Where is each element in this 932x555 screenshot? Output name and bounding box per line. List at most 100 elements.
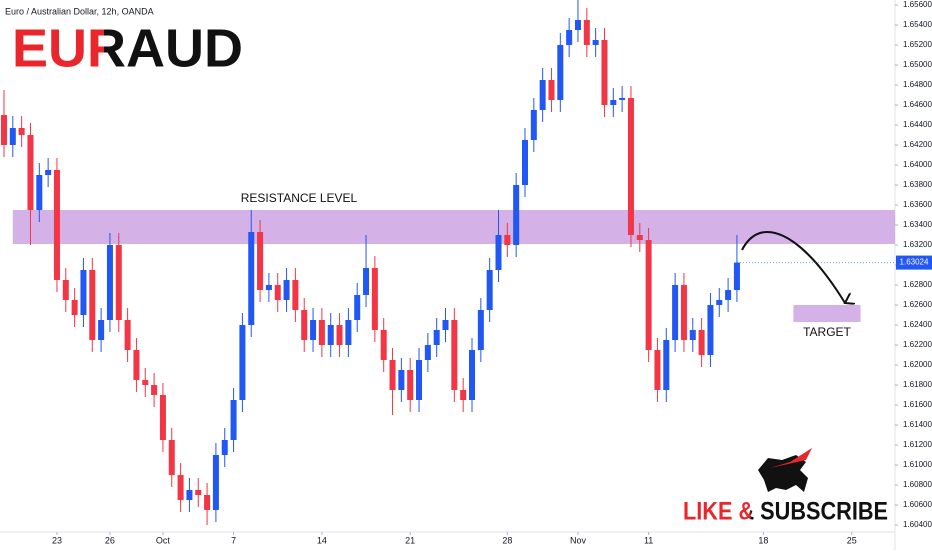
x-tick-label: 11 — [644, 535, 653, 545]
last-price-label: 1.63024 — [900, 258, 929, 267]
candle-body — [680, 285, 687, 340]
x-tick-label: 26 — [105, 535, 115, 545]
candle-body — [71, 300, 78, 315]
candle-body — [9, 128, 16, 145]
candle-body — [716, 300, 723, 305]
candle-body — [142, 380, 149, 385]
price-zone — [793, 305, 861, 322]
candle-body — [36, 175, 43, 210]
y-tick-label: 1.63200 — [903, 240, 932, 249]
candle-body — [363, 268, 370, 295]
candle-body — [469, 350, 476, 400]
y-tick-label: 1.61400 — [903, 420, 932, 429]
candle-body — [442, 320, 449, 330]
candle-body — [477, 310, 484, 350]
candle-body — [539, 80, 546, 110]
candle-body — [327, 325, 334, 345]
candle-body — [212, 455, 219, 510]
candle-body — [574, 20, 581, 30]
x-tick-label: 18 — [758, 535, 768, 545]
y-tick-label: 1.64000 — [903, 160, 932, 169]
candle-body — [301, 310, 308, 340]
y-tick-label: 1.60800 — [903, 480, 932, 489]
candle-body — [248, 232, 255, 325]
candle-body — [486, 270, 493, 310]
candle-body — [354, 295, 361, 320]
candle-body — [689, 330, 696, 340]
candle-body — [663, 340, 670, 390]
candle-body — [513, 185, 520, 245]
candle-body — [53, 170, 60, 280]
candle-body — [133, 350, 140, 380]
zone-label: TARGET — [803, 325, 851, 339]
chart-title: EURAUD — [12, 18, 243, 78]
x-tick-label: 14 — [317, 535, 327, 545]
candle-body — [195, 490, 202, 495]
candle-body — [654, 350, 661, 390]
price-zone — [12, 210, 896, 244]
candle-body — [460, 390, 467, 400]
y-tick-label: 1.63800 — [903, 180, 932, 189]
candle-body — [274, 285, 281, 300]
x-tick-label: Nov — [570, 535, 587, 545]
candle-body — [0, 115, 7, 145]
candle-body — [239, 325, 246, 400]
y-tick-label: 1.62800 — [903, 280, 932, 289]
candle-body — [345, 320, 352, 345]
candle-body — [548, 80, 555, 100]
candle-body — [45, 170, 52, 175]
x-tick-label: 23 — [52, 535, 62, 545]
candle-body — [645, 240, 652, 350]
candle-body — [433, 330, 440, 345]
candle-body — [89, 270, 96, 340]
y-tick-label: 1.61600 — [903, 400, 932, 409]
subscribe-banner: LIKE & SUBSCRIBE — [683, 498, 888, 526]
candle-body — [310, 320, 317, 340]
candle-body — [707, 305, 714, 355]
y-tick-label: 1.65400 — [903, 20, 932, 29]
x-tick-label: 7 — [231, 535, 236, 545]
candle-body — [416, 360, 423, 400]
candle-body — [530, 110, 537, 140]
candle-body — [336, 325, 343, 345]
candle-body — [698, 330, 705, 355]
candle-body — [283, 280, 290, 300]
candle-body — [265, 285, 272, 290]
candle-body — [566, 30, 573, 45]
candle-body — [115, 245, 122, 320]
candle-body — [124, 320, 131, 350]
candle-body — [583, 20, 590, 45]
candle-body — [106, 245, 113, 320]
candle-body — [151, 385, 158, 395]
candle-body — [672, 285, 679, 340]
y-tick-label: 1.62200 — [903, 340, 932, 349]
candle-body — [221, 440, 228, 455]
candle-body — [636, 235, 643, 240]
y-tick-label: 1.63400 — [903, 220, 932, 229]
candle-body — [159, 395, 166, 440]
candle-body — [292, 280, 299, 310]
candle-body — [177, 475, 184, 500]
candle-body — [592, 40, 599, 45]
candle-body — [504, 235, 511, 245]
candle-body — [619, 98, 626, 100]
y-tick-label: 1.65600 — [903, 0, 932, 9]
y-tick-label: 1.62600 — [903, 300, 932, 309]
y-tick-label: 1.61200 — [903, 440, 932, 449]
x-tick-label: 28 — [502, 535, 512, 545]
candle-body — [627, 98, 634, 235]
x-tick-label: 21 — [405, 535, 415, 545]
zone-label: RESISTANCE LEVEL — [241, 191, 358, 205]
candle-body — [389, 360, 396, 390]
candle-body — [424, 345, 431, 360]
candle-body — [610, 100, 617, 105]
candle-body — [733, 262, 740, 290]
candle-body — [557, 45, 564, 100]
y-tick-label: 1.64200 — [903, 140, 932, 149]
candle-body — [495, 235, 502, 270]
candle-body — [521, 140, 528, 185]
y-tick-label: 1.65200 — [903, 40, 932, 49]
candle-body — [80, 270, 87, 315]
candle-body — [407, 370, 414, 400]
